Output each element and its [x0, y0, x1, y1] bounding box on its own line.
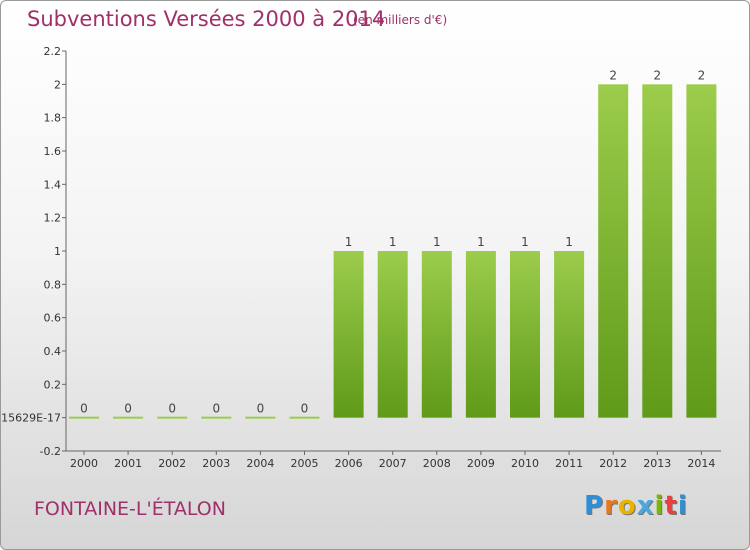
bar-value-label: 0 [212, 402, 220, 416]
x-tick-label: 2008 [423, 457, 451, 470]
y-tick-label: 0.6 [44, 312, 62, 325]
bar-value-label: 0 [257, 402, 265, 416]
logo-letter: x [636, 491, 655, 521]
bar-2014 [686, 84, 717, 418]
bar-2013 [642, 84, 673, 418]
y-tick-label: 0.2 [44, 378, 62, 391]
bar-value-label: 1 [565, 235, 573, 249]
commune-name: FONTAINE-L'ÉTALON [34, 498, 226, 520]
chart-bars: 0 0 0 0 0 0 1 1 1 1 1 1 2 2 2 [69, 68, 717, 419]
chart-axes: -0.2 -2.2315629E-17 0.2 0.4 0.6 0.8 1 1.2 1.4 1.6… [1, 45, 721, 470]
x-tick-label: 2011 [555, 457, 583, 470]
x-tick-label: 2001 [114, 457, 142, 470]
bar-value-label: 1 [389, 235, 397, 249]
logo-letter: i [654, 491, 665, 521]
logo-letter: i [677, 491, 688, 521]
y-tick-label: 1 [54, 245, 61, 258]
bar-2009 [465, 251, 496, 418]
logo-letter: t [664, 491, 678, 521]
bar-2011 [554, 251, 585, 418]
y-tick-label: 0.4 [44, 345, 62, 358]
y-tick-label: 0.8 [44, 278, 62, 291]
y-tick-label: 2.2 [44, 45, 62, 58]
logo-letter: r [604, 491, 618, 521]
x-tick-label: 2002 [158, 457, 186, 470]
x-tick-label: 2003 [202, 457, 230, 470]
bar-value-label: 1 [521, 235, 529, 249]
y-tick-label: 2 [54, 78, 61, 91]
x-tick-label: 2006 [335, 457, 363, 470]
x-tick-label: 2010 [511, 457, 539, 470]
bar-2005 [289, 416, 320, 419]
x-tick-label: 2014 [687, 457, 715, 470]
x-tick-label: 2007 [379, 457, 407, 470]
bar-value-label: 1 [345, 235, 353, 249]
bar-value-label: 0 [168, 402, 176, 416]
bar-value-label: 1 [477, 235, 485, 249]
x-tick-label: 2013 [643, 457, 671, 470]
y-tick-label: 1.8 [44, 112, 62, 125]
x-tick-label: 2012 [599, 457, 627, 470]
logo-letter: P [584, 491, 605, 521]
y-tick-label: 1.6 [44, 145, 62, 158]
x-tick-label: 2009 [467, 457, 495, 470]
bar-2008 [421, 251, 452, 418]
chart-title: Subventions Versées 2000 à 2014 [27, 7, 386, 31]
bar-2006 [333, 251, 364, 418]
bar-2010 [510, 251, 540, 418]
bar-2004 [245, 416, 276, 419]
x-tick-label: 2000 [70, 457, 98, 470]
y-tick-label: 1.2 [44, 212, 62, 225]
bar-value-label: 1 [433, 235, 441, 249]
proxiti-logo: Proxiti [584, 491, 688, 521]
bar-2002 [157, 416, 188, 419]
bar-value-label: 0 [80, 402, 88, 416]
bar-value-label: 2 [698, 68, 706, 82]
bar-2012 [598, 84, 629, 418]
bar-2007 [377, 251, 408, 418]
y-tick-label: -0.2 [40, 445, 61, 458]
x-tick-label: 2005 [291, 457, 319, 470]
chart-subtitle: (en milliers d'€) [353, 13, 448, 27]
logo-letter: o [617, 491, 637, 521]
bar-value-label: 0 [124, 402, 132, 416]
bar-2001 [113, 416, 144, 419]
bar-value-label: 2 [609, 68, 617, 82]
bar-value-label: 0 [301, 402, 309, 416]
bar-2000 [69, 416, 99, 419]
bar-chart: -0.2 -2.2315629E-17 0.2 0.4 0.6 0.8 1 1.2 1.4 1.6… [1, 45, 721, 470]
y-tick-label: -2.2315629E-17 [1, 412, 61, 425]
bar-2003 [201, 416, 232, 419]
bar-value-label: 2 [653, 68, 661, 82]
y-tick-label: 1.4 [44, 178, 62, 191]
x-tick-label: 2004 [246, 457, 274, 470]
